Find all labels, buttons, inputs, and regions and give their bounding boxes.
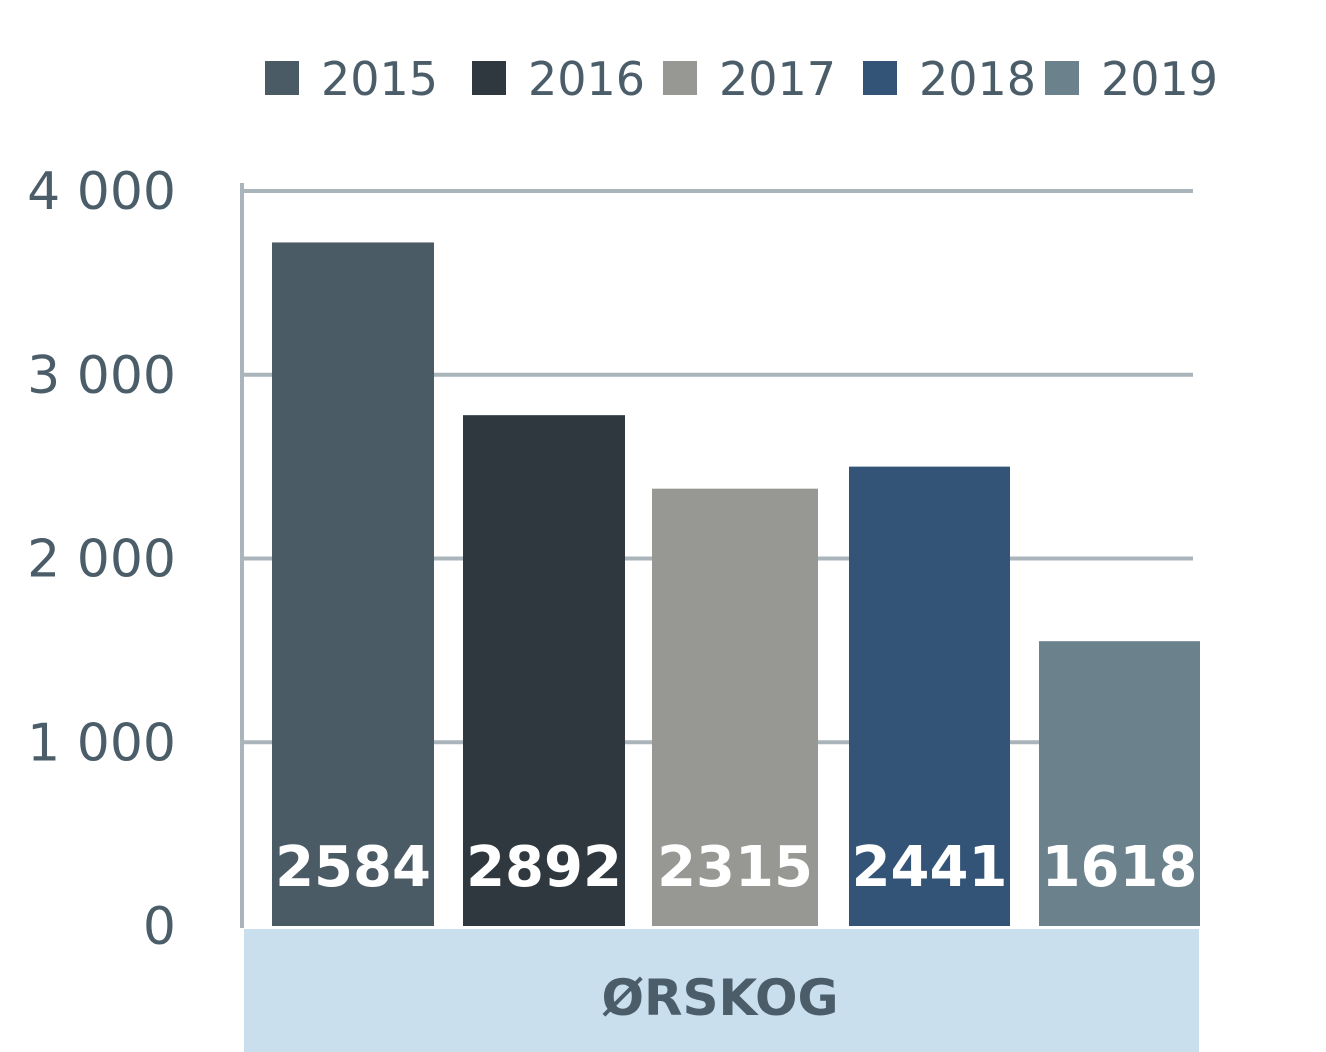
- bar-label-2015: 2584: [275, 835, 431, 900]
- bar-labels: 2584 2892 2315 2441 1618: [275, 835, 1197, 900]
- legend-swatch-2019: [1045, 61, 1079, 95]
- bars: [272, 242, 1200, 926]
- legend-swatch-2018: [863, 61, 897, 95]
- legend-label-2016: 2016: [528, 52, 645, 106]
- y-axis-ticks: 0 1 000 2 000 3 000 4 000: [27, 162, 176, 957]
- legend-label-2019: 2019: [1101, 52, 1218, 106]
- category-label: ØRSKOG: [601, 969, 838, 1027]
- category-band: [244, 929, 1199, 1052]
- bar-2016: [463, 415, 625, 926]
- y-tick-label: 2 000: [27, 530, 176, 590]
- legend-swatch-2017: [663, 61, 697, 95]
- bar-2018: [849, 466, 1010, 926]
- bar-label-2019: 1618: [1042, 835, 1198, 900]
- y-tick-label: 1 000: [27, 713, 176, 773]
- y-tick-label: 3 000: [27, 346, 176, 406]
- legend-swatch-2015: [265, 61, 299, 95]
- legend-swatch-2016: [472, 61, 506, 95]
- legend: 2015 2016 2017 2018 2019: [265, 52, 1218, 106]
- bar-2017: [652, 488, 818, 926]
- bar-2015: [272, 242, 434, 926]
- bar-2019: [1039, 641, 1200, 926]
- y-tick-label: 0: [143, 897, 176, 957]
- legend-label-2018: 2018: [919, 52, 1036, 106]
- bar-label-2017: 2315: [657, 835, 813, 900]
- legend-label-2017: 2017: [719, 52, 836, 106]
- y-tick-label: 4 000: [27, 162, 176, 222]
- legend-label-2015: 2015: [321, 52, 438, 106]
- bar-label-2018: 2441: [852, 835, 1008, 900]
- bar-label-2016: 2892: [466, 835, 622, 900]
